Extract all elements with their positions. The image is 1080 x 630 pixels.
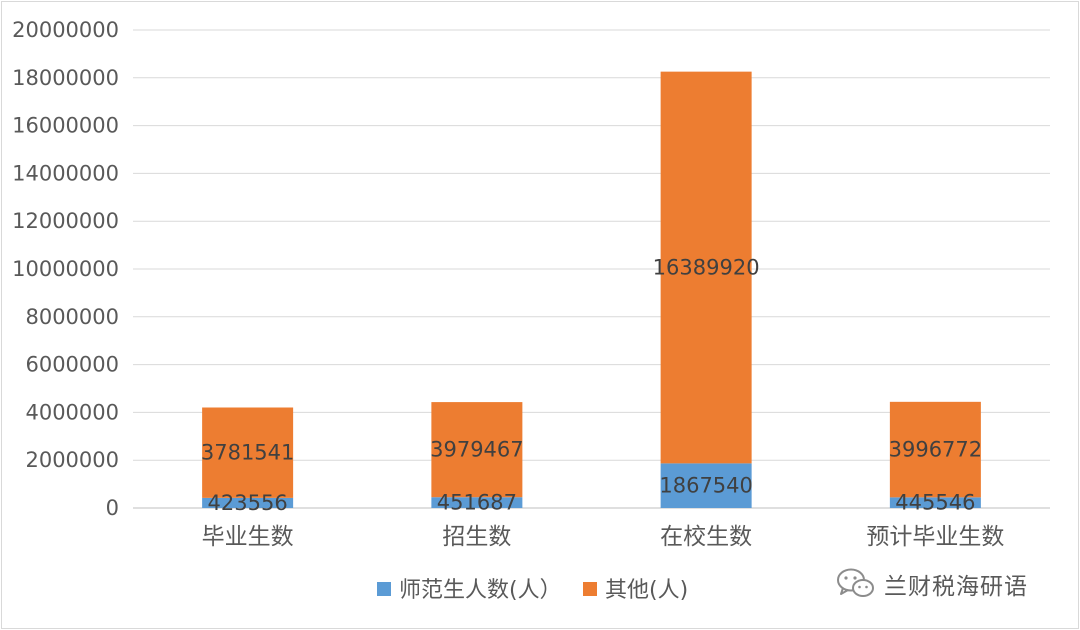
- legend-label: 其他(人): [605, 578, 688, 603]
- category-label: 毕业生数: [202, 524, 294, 550]
- bar-segment: [431, 402, 523, 498]
- y-tick-label: 10000000: [12, 257, 119, 281]
- watermark-text: 兰财税海研语: [884, 574, 1028, 600]
- bar-segment: [660, 463, 752, 508]
- legend-label: 师范生人数(人）: [399, 578, 562, 603]
- data-label: 423556: [208, 491, 288, 515]
- data-label: 3781541: [201, 441, 295, 465]
- data-label: 3996772: [889, 438, 983, 462]
- bar-segment: [431, 497, 523, 508]
- bars: [202, 71, 981, 508]
- bar-segment: [889, 497, 981, 508]
- data-label: 1867540: [659, 474, 753, 498]
- bar-segment: [202, 497, 294, 508]
- x-axis-category-labels: 毕业生数 招生数 在校生数 预计毕业生数: [202, 524, 1005, 550]
- data-label: 445546: [895, 491, 975, 515]
- watermark: 兰财税海研语: [836, 562, 1028, 606]
- data-labels: 423556 3781541 451687 3979467 1867540 1638992…: [201, 256, 982, 515]
- y-tick-label: 8000000: [25, 305, 119, 329]
- y-tick-label: 12000000: [12, 209, 119, 233]
- wechat-icon: [837, 568, 874, 597]
- legend-swatch: [583, 582, 597, 596]
- bar-segment: [889, 401, 981, 498]
- bar-segment: [202, 407, 294, 498]
- data-label: 451687: [437, 491, 517, 515]
- legend: 师范生人数(人） 其他(人): [377, 578, 688, 603]
- data-label: 16389920: [653, 256, 760, 280]
- y-axis-tick-labels: 0 2000000 4000000 6000000 8000000 10000000 120…: [12, 18, 119, 520]
- y-tick-label: 6000000: [25, 353, 119, 377]
- category-label: 在校生数: [660, 524, 752, 550]
- y-tick-label: 16000000: [12, 114, 119, 138]
- legend-swatch: [377, 582, 391, 596]
- y-tick-label: 4000000: [25, 400, 119, 424]
- category-label: 预计毕业生数: [866, 524, 1004, 550]
- data-label: 3979467: [430, 438, 524, 462]
- y-tick-label: 0: [106, 496, 119, 520]
- y-tick-label: 18000000: [12, 66, 119, 90]
- y-tick-label: 20000000: [12, 18, 119, 42]
- y-tick-label: 2000000: [25, 448, 119, 472]
- bar-segment: [660, 71, 752, 464]
- y-tick-label: 14000000: [12, 161, 119, 185]
- category-label: 招生数: [442, 524, 511, 550]
